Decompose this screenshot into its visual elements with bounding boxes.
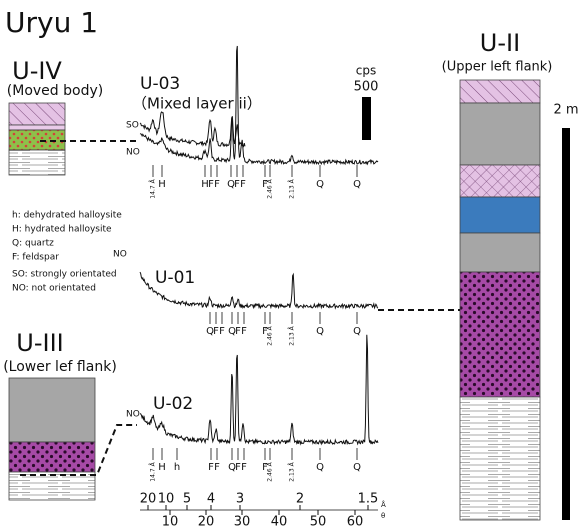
unit-label: U-II [480, 29, 520, 57]
axis-unit: Å [381, 500, 386, 509]
peak-label: 14.7 Å [150, 461, 157, 481]
peak-label: F [240, 179, 246, 190]
theta-tick-label: 50 [310, 515, 327, 530]
peak-label: F [241, 326, 247, 337]
pattern-note: （Mixed layer ii） [132, 95, 262, 113]
column-scale: 2 m [553, 103, 578, 118]
trace-label: NO [126, 148, 140, 158]
peak-label: Q [353, 326, 361, 337]
peak-label: 2.46 Å [267, 461, 274, 481]
unit-note: (Moved body) [7, 83, 103, 99]
d-tick-label: 20 [140, 492, 157, 507]
d-tick-label: 2 [296, 492, 304, 507]
peak-label: 14.7 Å [150, 178, 157, 198]
trace-label: NO [126, 410, 140, 420]
theta-tick-label: 10 [162, 515, 179, 530]
d-tick-label: 1.5 [358, 492, 379, 507]
peak-label: Q [353, 179, 361, 190]
theta-tick-label: 40 [271, 515, 288, 530]
column-u-iv [9, 103, 140, 175]
xrd-trace [140, 112, 245, 146]
pattern-label: U-03 [140, 74, 180, 94]
peak-label: H [158, 179, 166, 190]
trace-label: NO [113, 250, 127, 260]
theta-tick-label: 30 [234, 515, 251, 530]
peak-label: 2.13 Å [289, 325, 296, 345]
xrd-trace [140, 335, 378, 444]
figure: Uryu 1 U-IV (Moved body) U-II (Upper lef… [0, 0, 579, 530]
title: Uryu 1 [5, 6, 98, 39]
peak-label: Q [316, 462, 324, 473]
axis-unit: θ [381, 512, 385, 520]
pattern-label: U-02 [153, 394, 193, 414]
peak-label: 2.13 Å [289, 461, 296, 481]
peak-label: Q [316, 179, 324, 190]
d-tick-label: 3 [236, 492, 244, 507]
legend-item: F: feldspar [12, 253, 59, 263]
peak-label: F [219, 326, 225, 337]
legend: h: dehydrated halloysite H: hydrated hal… [12, 211, 127, 294]
legend-item: NO: not orientated [12, 284, 96, 294]
trace-label: SO [126, 121, 139, 131]
peak-label: 2.46 Å [267, 325, 274, 345]
peak-label: F [241, 462, 247, 473]
peak-label: Q [316, 326, 324, 337]
unit-label: U-IV [12, 57, 62, 85]
unit-note: (Upper left flank) [442, 60, 553, 75]
legend-item: SO: strongly orientated [12, 270, 117, 280]
legend-item: Q: quartz [12, 239, 54, 249]
d-tick-label: 4 [207, 492, 215, 507]
unit-label: U-III [16, 329, 63, 357]
column-u-ii [378, 80, 570, 520]
peak-label: 2.13 Å [289, 178, 296, 198]
peak-label: h [174, 462, 180, 473]
peak-label: F [214, 179, 220, 190]
peak-label: H [158, 462, 166, 473]
theta-tick-label: 60 [347, 515, 364, 530]
d-tick-label: 10 [158, 492, 175, 507]
column-u-iii [9, 378, 137, 500]
peak-label: 2.46 Å [267, 178, 274, 198]
cps-unit: cps [356, 64, 376, 78]
cps-bar [362, 97, 371, 140]
cps-value: 500 [354, 80, 379, 95]
d-tick-label: 5 [183, 492, 191, 507]
unit-note: (Lower lef flank) [3, 359, 117, 375]
peak-label: F [214, 462, 220, 473]
pattern-label: U-01 [155, 268, 195, 288]
legend-item: H: hydrated halloysite [12, 225, 112, 235]
legend-item: h: dehydrated halloysite [12, 211, 122, 221]
theta-tick-label: 20 [198, 515, 215, 530]
peak-label: Q [353, 462, 361, 473]
